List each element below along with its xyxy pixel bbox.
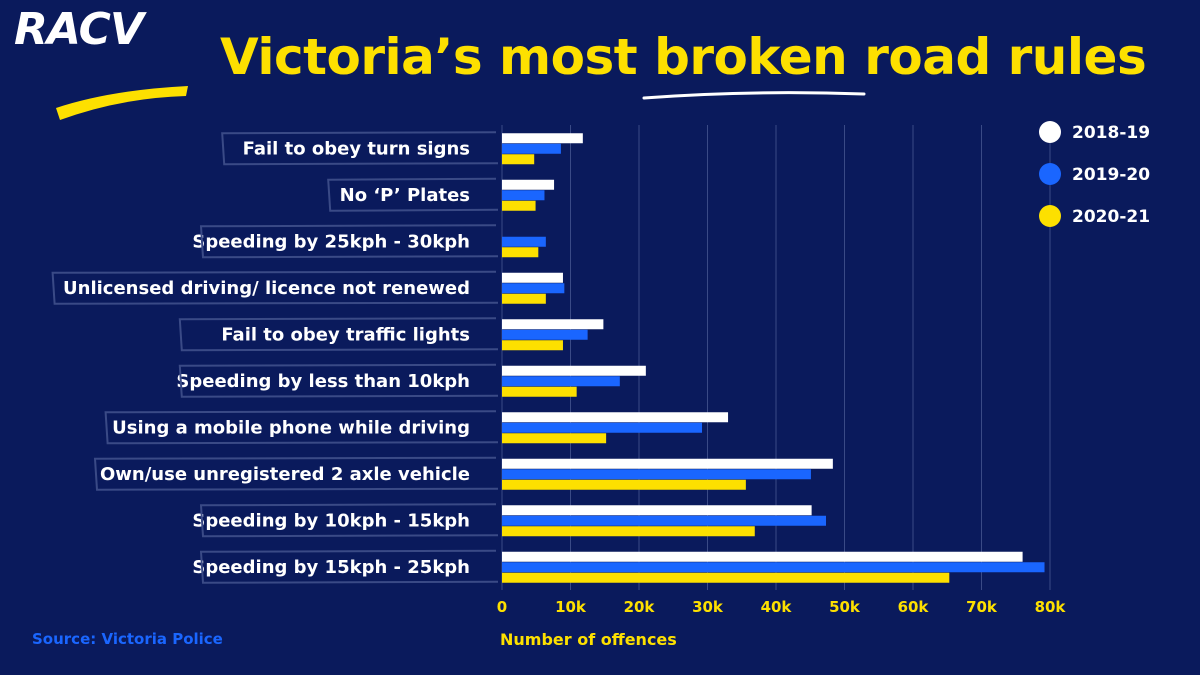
bar [502, 179, 555, 190]
category-label-frame [199, 549, 499, 584]
racv-logo [56, 86, 188, 120]
category-label: Speeding by 25kph - 30kph [192, 231, 470, 252]
x-tick-label: 10k [555, 598, 587, 616]
racv-logo-text: RACV [14, 4, 144, 55]
bar [502, 143, 561, 154]
category-label-frame [199, 503, 499, 538]
category-label: Unlicensed driving/ licence not renewed [63, 278, 470, 299]
bar [502, 293, 546, 304]
bar [502, 283, 565, 294]
category-label-frame [178, 363, 499, 398]
bar [502, 200, 536, 211]
bar [502, 562, 1045, 573]
bar [502, 422, 703, 433]
legend-swatch [1039, 163, 1061, 185]
bar [502, 458, 833, 469]
source-credit: Source: Victoria Police [32, 630, 223, 648]
legend-label: 2018-19 [1072, 123, 1150, 143]
bar [502, 551, 1023, 562]
category-label: Using a mobile phone while driving [112, 417, 470, 438]
bar [502, 412, 729, 423]
page-title: Victoria’s most broken road rules [220, 28, 1147, 86]
category-label: Speeding by 15kph - 25kph [192, 557, 470, 578]
category-label-frame [93, 456, 499, 491]
x-axis-title: Number of offences [500, 630, 677, 649]
category-label: Speeding by less than 10kph [176, 371, 470, 392]
category-label: Speeding by 10kph - 15kph [192, 510, 470, 531]
category-label: Own/use unregistered 2 axle vehicle [100, 464, 470, 485]
bar [502, 515, 827, 526]
category-label-frame [104, 410, 499, 445]
bar [502, 469, 811, 480]
bar [502, 433, 607, 444]
legend-swatch [1039, 121, 1061, 143]
x-tick-label: 60k [898, 598, 930, 616]
bar [502, 236, 546, 247]
x-tick-label: 0 [497, 598, 507, 616]
bar [502, 479, 746, 490]
category-label-frame [51, 270, 499, 305]
bar [502, 272, 563, 283]
x-tick-label: 30k [692, 598, 724, 616]
category-label: No ‘P’ Plates [340, 185, 470, 206]
x-tick-label: 70k [966, 598, 998, 616]
x-tick-label: 80k [1035, 598, 1067, 616]
bar [502, 340, 563, 351]
category-label-frame [199, 224, 499, 259]
bar [502, 376, 620, 387]
legend-label: 2019-20 [1072, 165, 1150, 185]
bar [502, 190, 545, 201]
bar [502, 526, 755, 537]
bar [502, 572, 950, 583]
category-labels: Fail to obey turn signs No ‘P’ Plates Spee… [51, 131, 499, 584]
bar [502, 133, 583, 144]
bar [502, 319, 604, 330]
x-tick-labels: 0 10k 20k 30k 40k 50k 60k 70k 80k [497, 598, 1067, 616]
bar [502, 154, 535, 165]
bar [502, 365, 646, 376]
x-tick-label: 20k [624, 598, 656, 616]
bars [502, 133, 1045, 583]
category-label: Fail to obey turn signs [243, 138, 470, 159]
category-label-frame [221, 131, 499, 166]
bar [502, 386, 577, 397]
bar [502, 247, 539, 258]
legend: 2018-19 2019-20 2020-21 [1039, 121, 1150, 227]
legend-label: 2020-21 [1072, 207, 1150, 227]
category-label-frame [327, 177, 499, 212]
bar [502, 505, 812, 516]
title-underline-decoration [642, 91, 866, 100]
x-tick-label: 50k [829, 598, 861, 616]
category-label-frame [178, 317, 499, 352]
category-label: Fail to obey traffic lights [221, 324, 470, 345]
legend-swatch [1039, 205, 1061, 227]
x-tick-label: 40k [761, 598, 793, 616]
bar [502, 329, 588, 340]
